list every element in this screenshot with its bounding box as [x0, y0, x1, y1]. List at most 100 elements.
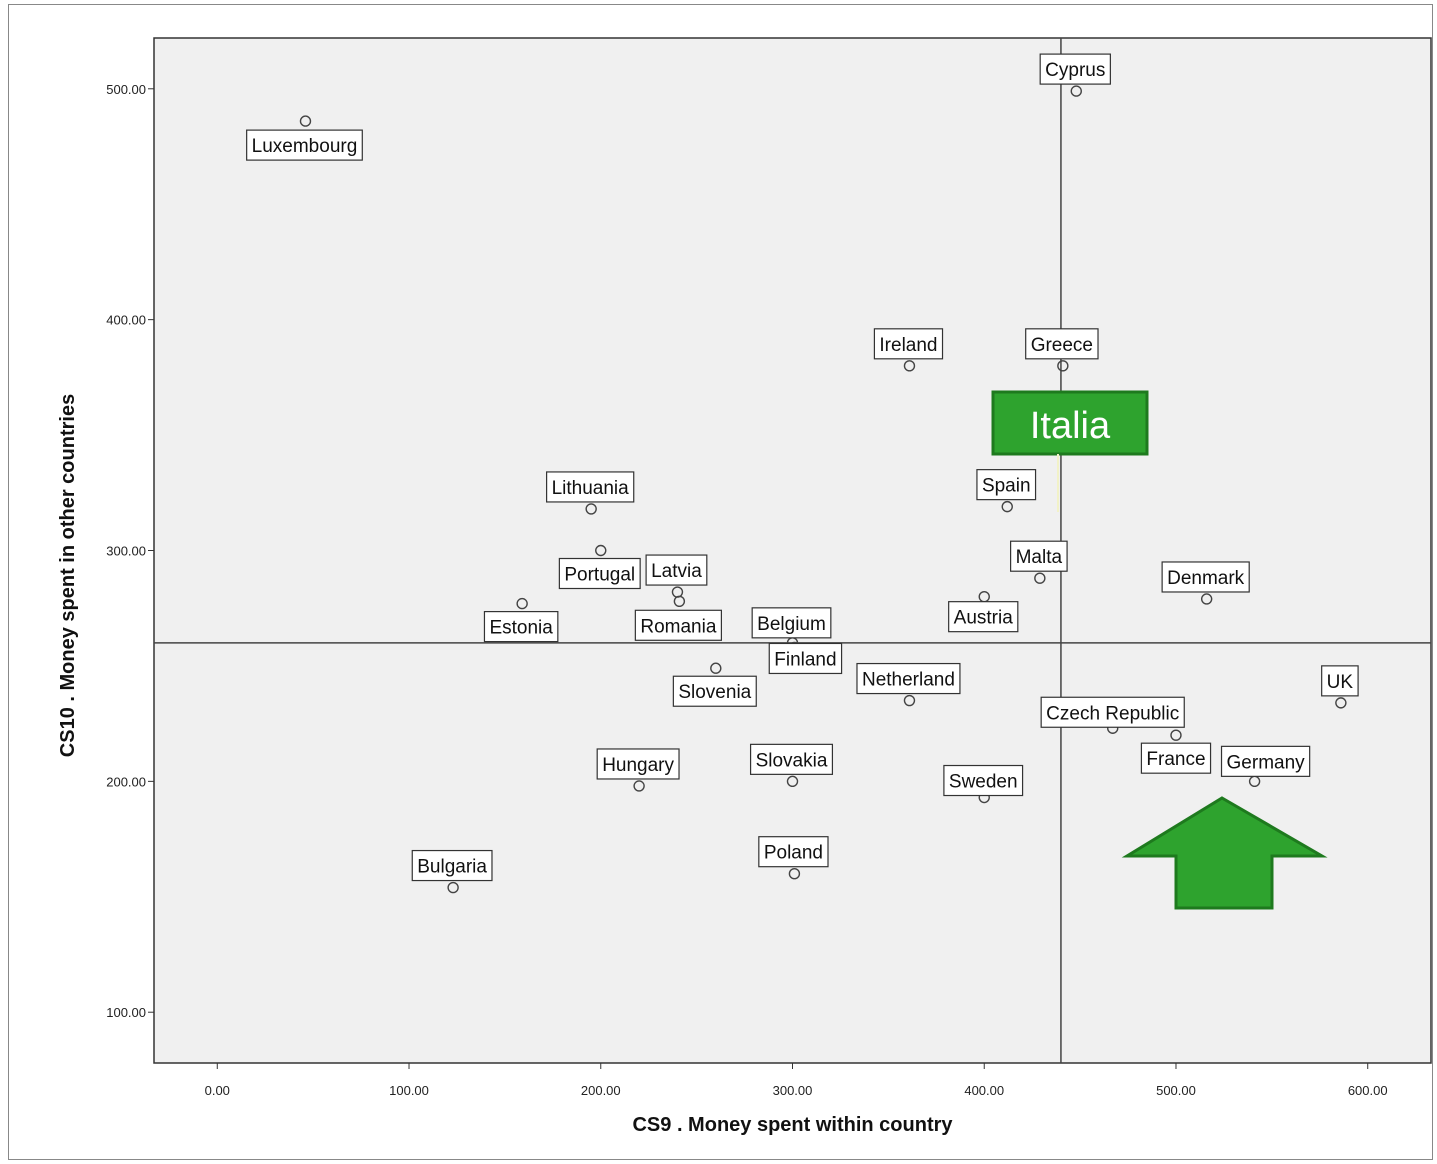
- point-label-group: Bulgaria: [411, 849, 493, 882]
- point-labels: Luxembourg Cyprus Ireland Greece Lithuania Sp…: [246, 53, 1359, 882]
- point-label-group: Finland: [768, 642, 843, 675]
- point-label: Portugal: [564, 565, 635, 586]
- data-point: [788, 867, 801, 880]
- point-label: Spain: [982, 476, 1031, 497]
- point-label-group: Poland: [758, 836, 829, 868]
- x-tick-label: 100.00: [389, 1083, 429, 1098]
- x-axis-title: CS9 . Money spent within country: [632, 1114, 953, 1136]
- point-label-box: [1010, 540, 1068, 572]
- x-tick-label: 200.00: [581, 1083, 621, 1098]
- point-label-box: [645, 554, 708, 586]
- point-label-group: Portugal: [558, 557, 641, 590]
- point-label-box: [483, 610, 559, 643]
- point-label-box: [596, 748, 680, 780]
- point-label-group: Malta: [1010, 540, 1068, 572]
- data-point: [710, 662, 722, 674]
- point-label-box: [1025, 328, 1099, 360]
- point-label: Austria: [954, 608, 1014, 629]
- annotations: Italia: [991, 390, 1328, 910]
- data-point: [447, 881, 459, 894]
- point-label-group: Sweden: [943, 764, 1024, 797]
- x-tick-label: 500.00: [1156, 1083, 1196, 1098]
- point-label: Romania: [640, 616, 716, 637]
- point-label: UK: [1327, 672, 1354, 693]
- point-label: Netherland: [862, 670, 955, 691]
- point-label-box: [749, 743, 834, 775]
- point-label-group: Austria: [948, 601, 1019, 633]
- point-label-group: Latvia: [645, 554, 708, 586]
- italia-annotation-box: [991, 390, 1149, 456]
- data-point: [595, 544, 607, 557]
- data-point: [903, 694, 916, 707]
- y-tick-label: 500.00: [106, 82, 146, 97]
- point-label-group: France: [1140, 742, 1212, 774]
- data-point: [1200, 593, 1213, 605]
- point-label-group: Luxembourg: [246, 129, 363, 161]
- point-label-box: [1161, 561, 1250, 593]
- point-label-box: [1040, 696, 1185, 728]
- data-point: [786, 775, 799, 788]
- point-label-box: [1321, 665, 1359, 697]
- point-label-box: [768, 642, 843, 675]
- point-label-box: [672, 675, 757, 707]
- point-label-box: [758, 836, 829, 868]
- x-axis: 0.00 100.00 200.00 300.00 400.00 500.00 600.00: [205, 1063, 1388, 1098]
- point-label-box: [558, 557, 641, 590]
- point-label: France: [1146, 749, 1205, 770]
- point-label-group: Denmark: [1161, 561, 1250, 593]
- x-tick-label: 0.00: [205, 1083, 230, 1098]
- point-label: Greece: [1031, 335, 1093, 356]
- point-label-box: [411, 849, 493, 882]
- y-tick-label: 300.00: [106, 544, 146, 559]
- point-label-box: [634, 609, 722, 641]
- point-label-group: Greece: [1025, 328, 1099, 360]
- point-label: Lithuania: [552, 478, 630, 499]
- point-label-group: Slovenia: [672, 675, 757, 707]
- point-label-group: Slovakia: [749, 743, 834, 775]
- point-label-group: Estonia: [483, 610, 559, 643]
- point-label: Cyprus: [1045, 60, 1105, 81]
- y-tick-label: 400.00: [106, 313, 146, 328]
- point-label: Belgium: [757, 614, 826, 635]
- point-label-box: [948, 601, 1019, 633]
- point-label: Sweden: [949, 772, 1018, 793]
- x-tick-label: 400.00: [964, 1083, 1004, 1098]
- point-label: Hungary: [602, 755, 674, 776]
- point-label: Malta: [1016, 547, 1063, 568]
- point-label-group: Belgium: [751, 607, 832, 639]
- data-point: [1001, 500, 1013, 513]
- data-point: [633, 780, 645, 792]
- data-point: [1070, 85, 1082, 97]
- point-label-group: Romania: [634, 609, 722, 641]
- point-label-group: Czech Republic: [1040, 696, 1185, 728]
- y-tick-label: 200.00: [106, 774, 146, 789]
- point-label-group: Spain: [976, 469, 1037, 501]
- point-label-group: UK: [1321, 665, 1359, 697]
- point-label: Bulgaria: [417, 857, 487, 878]
- point-label: Latvia: [651, 561, 702, 582]
- x-tick-label: 600.00: [1348, 1083, 1388, 1098]
- point-label: Germany: [1227, 752, 1306, 773]
- point-label-group: Lithuania: [546, 471, 635, 503]
- point-label-box: [246, 129, 363, 161]
- point-label-group: Germany: [1220, 745, 1311, 777]
- point-label-box: [976, 469, 1037, 501]
- data-point: [1170, 729, 1182, 741]
- point-label-box: [856, 662, 961, 695]
- data-point: [673, 595, 686, 607]
- data-point: [1057, 360, 1069, 372]
- x-tick-label: 300.00: [773, 1083, 813, 1098]
- point-label-box: [751, 607, 832, 639]
- point-label: Slovakia: [756, 750, 828, 771]
- point-label: Denmark: [1167, 568, 1245, 589]
- point-label: Luxembourg: [252, 136, 358, 157]
- point-label: Poland: [764, 843, 823, 864]
- point-label-group: Netherland: [856, 662, 961, 695]
- data-points: [299, 85, 1347, 894]
- point-label-box: [1220, 745, 1311, 777]
- data-point: [1034, 572, 1046, 584]
- data-point: [585, 503, 597, 515]
- point-label-box: [943, 764, 1024, 797]
- data-point: [1335, 697, 1347, 709]
